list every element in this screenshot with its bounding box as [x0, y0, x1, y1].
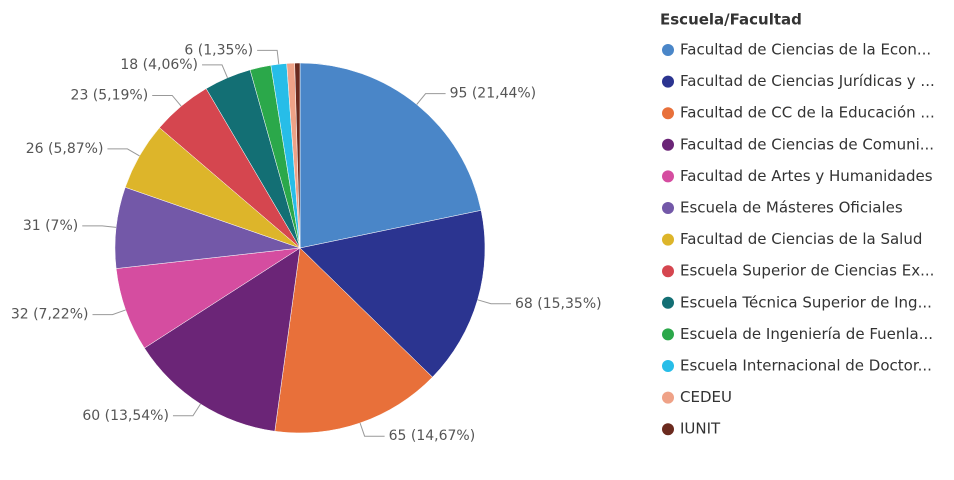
legend-label: Facultad de Ciencias de la Salud	[680, 230, 922, 248]
legend-marker	[662, 75, 674, 88]
legend-marker	[662, 233, 674, 246]
legend-label: CEDEU	[680, 388, 732, 406]
data-label: 23 (5,19%)	[71, 87, 149, 103]
leader-line	[107, 148, 140, 157]
legend-label: Facultad de Artes y Humanidades	[680, 167, 933, 185]
legend-marker	[662, 265, 674, 278]
leader-line	[416, 93, 446, 105]
legend-marker	[662, 170, 674, 183]
leader-line	[92, 309, 126, 316]
legend-marker	[662, 423, 674, 436]
legend-label: Facultad de Ciencias de la Econ...	[680, 41, 931, 59]
legend-marker	[662, 328, 674, 341]
legend-label: Escuela de Másteres Oficiales	[680, 199, 903, 217]
legend-marker	[662, 138, 674, 151]
data-label: 18 (4,06%)	[120, 57, 198, 73]
leader-line	[359, 422, 385, 437]
leader-line	[82, 225, 117, 228]
legend-label: Escuela Técnica Superior de Ing...	[680, 293, 932, 311]
legend-marker	[662, 44, 674, 56]
data-label: 6 (1,35%)	[184, 42, 253, 58]
legend-label: IUNIT	[680, 420, 721, 438]
data-label: 26 (5,87%)	[26, 141, 104, 157]
data-label: 60 (13,54%)	[82, 408, 169, 424]
legend-label: Escuela de Ingeniería de Fuenla...	[680, 325, 933, 343]
legend-marker	[662, 296, 674, 309]
legend-label: Facultad de Ciencias Jurídicas y ...	[680, 72, 935, 90]
legend-marker	[662, 360, 674, 372]
data-label: 31 (7%)	[23, 218, 78, 234]
legend-label: Facultad de CC de la Educación ...	[680, 104, 935, 122]
leader-line	[152, 94, 182, 107]
legend-label: Escuela Superior de Ciencias Ex...	[680, 262, 934, 280]
pie-slice	[299, 62, 482, 249]
leader-line	[172, 403, 201, 417]
leader-line	[257, 49, 280, 65]
data-label: 32 (7,22%)	[11, 307, 89, 323]
legend-label: Escuela Internacional de Doctor...	[680, 357, 932, 375]
legend-marker	[662, 391, 674, 404]
legend-label: Facultad de Ciencias de Comuni...	[680, 135, 934, 153]
pie-slice	[144, 247, 301, 432]
legend-marker	[662, 107, 674, 120]
legend-title: Escuela/Facultad	[660, 11, 802, 29]
leader-line	[202, 64, 228, 78]
data-label: 95 (21,44%)	[450, 86, 537, 102]
data-label: 68 (15,35%)	[515, 296, 602, 312]
data-label: 65 (14,67%)	[389, 428, 476, 444]
pie-slice	[294, 62, 301, 249]
legend-marker	[662, 202, 674, 214]
leader-line	[477, 299, 512, 305]
